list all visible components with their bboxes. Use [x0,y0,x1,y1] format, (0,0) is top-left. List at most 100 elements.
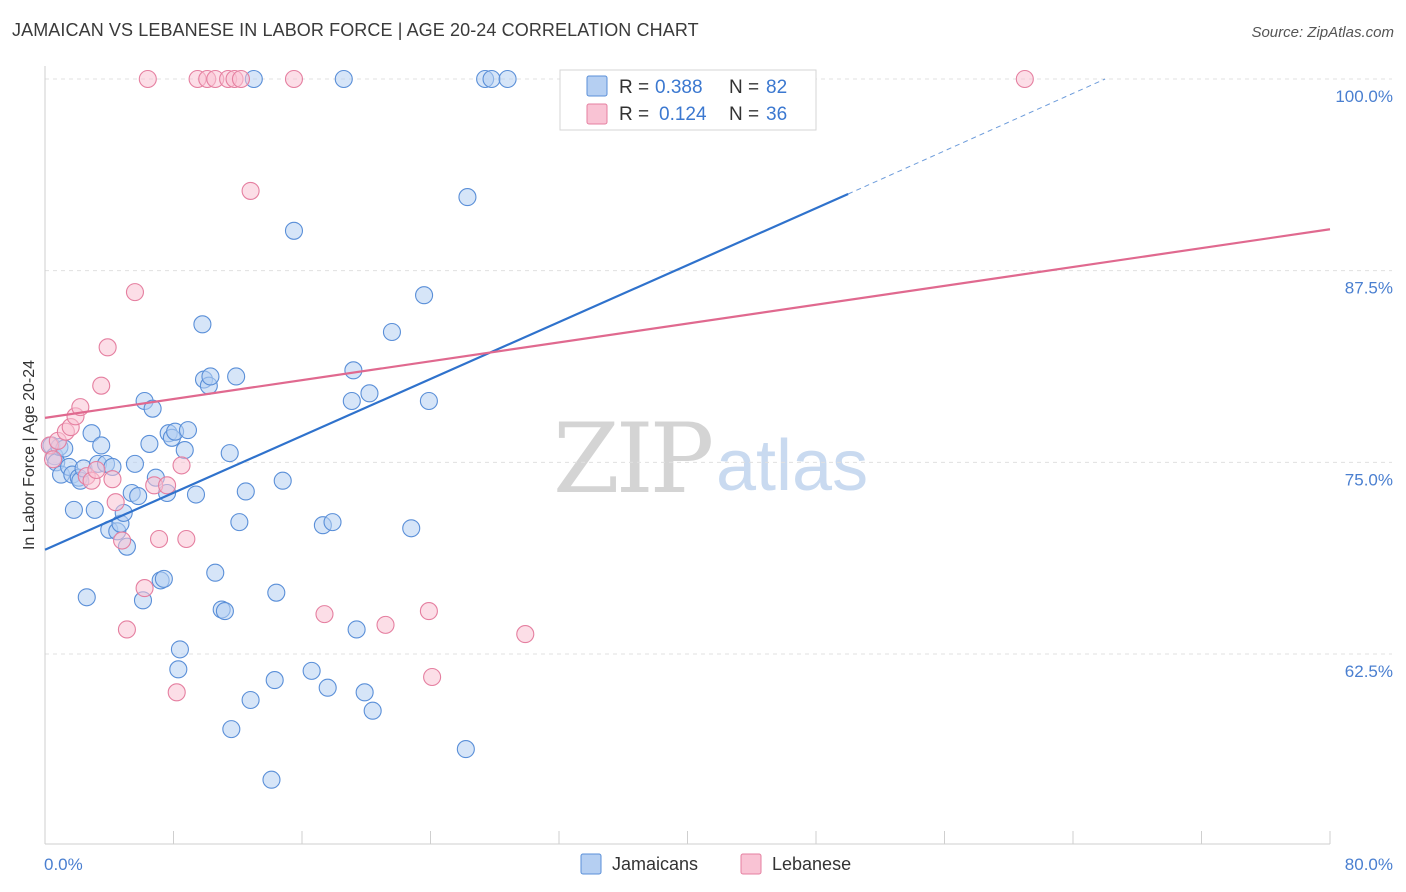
x-tick-label-max: 80.0% [1345,855,1393,874]
x-ticks [44,831,1331,844]
point-lebanese [241,181,260,200]
point-lebanese [103,470,122,489]
point-jamaicans [236,482,255,501]
chart-title: JAMAICAN VS LEBANESE IN LABOR FORCE | AG… [12,20,699,40]
point-jamaicans [347,620,366,639]
watermark-zip: ZIP [553,403,712,515]
point-jamaicans [154,569,173,588]
point-jamaicans [220,444,239,463]
point-lebanese [423,667,442,687]
legend: R = 0.388 N = 82 R = 0.124 N = 36 [559,69,817,131]
point-jamaicans [273,471,292,490]
point-jamaicans [262,770,281,789]
point-jamaicans [170,640,189,659]
point-lebanese [177,529,196,549]
point-jamaicans [129,487,148,506]
point-jamaicans [92,436,111,455]
point-jamaicans [230,513,249,532]
point-lebanese [135,579,154,598]
point-lebanese [158,476,177,495]
y-tick-label: 62.5% [1345,662,1393,681]
point-lebanese [106,493,125,512]
y-axis-label: In Labor Force | Age 20-24 [21,360,38,550]
point-jamaicans [85,500,104,519]
legend-n-label-jamaicans: N = [729,77,759,98]
point-jamaicans [140,434,159,453]
point-lebanese [231,69,251,89]
point-jamaicans [458,188,477,207]
point-jamaicans [318,678,337,697]
point-jamaicans [302,661,321,680]
point-jamaicans [186,485,206,504]
legend-r-value-jamaicans: 0.388 [655,77,703,98]
point-jamaicans [355,683,374,702]
y-tick-labels: 62.5% 75.0% 87.5% 100.0% [1335,87,1393,681]
y-tick-label: 87.5% [1345,279,1393,298]
bottom-legend: Jamaicans Lebanese [580,853,851,875]
x-tick-label-min: 0.0% [44,855,83,874]
point-jamaicans [265,671,284,690]
point-lebanese [125,283,144,302]
point-lebanese [315,605,334,624]
watermark-atlas: atlas [716,426,868,506]
point-lebanese [167,683,186,702]
point-jamaicans [215,602,234,621]
point-jamaicans [206,563,225,582]
point-lebanese [43,450,63,469]
point-jamaicans [382,322,402,342]
point-jamaicans [456,740,475,759]
watermark: ZIP atlas [553,403,868,515]
point-jamaicans [222,720,241,739]
point-lebanese [98,338,117,357]
point-jamaicans [415,286,434,305]
legend-n-value-jamaicans: 82 [766,77,787,98]
point-jamaicans [77,588,96,607]
point-jamaicans [344,361,363,380]
point-jamaicans [82,424,101,443]
point-jamaicans [169,660,188,679]
bottom-legend-swatch-jamaicans [580,853,602,875]
point-jamaicans [498,69,517,89]
point-lebanese [516,625,535,644]
point-lebanese [113,531,132,550]
point-lebanese [1015,69,1034,89]
trendline-extension-jamaicans [847,78,1106,195]
point-lebanese [284,69,304,89]
bottom-legend-label-lebanese: Lebanese [772,854,851,874]
point-jamaicans [284,221,304,240]
bottom-legend-label-jamaicans: Jamaicans [612,854,698,874]
legend-swatch-lebanese [586,103,608,125]
bottom-legend-swatch-lebanese [740,853,762,875]
point-jamaicans [241,690,260,710]
point-lebanese [138,69,157,89]
point-lebanese [419,602,438,621]
point-jamaicans [323,513,342,532]
point-jamaicans [360,384,379,403]
point-jamaicans [402,519,421,538]
point-jamaicans [419,391,438,411]
point-lebanese [172,456,191,475]
trendline-jamaicans [44,192,849,551]
point-lebanese [92,376,111,395]
point-jamaicans [175,441,194,460]
point-lebanese [376,615,395,634]
point-jamaicans [178,421,198,440]
point-jamaicans [267,583,286,602]
point-jamaicans [334,69,353,89]
point-lebanese [117,620,136,639]
point-lebanese [149,529,169,549]
point-jamaicans [227,367,246,386]
point-jamaicans [482,69,501,89]
source-label: Source: ZipAtlas.com [1251,24,1394,41]
legend-r-label-jamaicans: R = [619,77,649,98]
trendlines [44,78,1331,551]
y-tick-label: 100.0% [1335,87,1393,106]
point-jamaicans [193,315,212,334]
point-jamaicans [143,399,162,418]
scatter-points [40,69,1034,789]
point-lebanese [87,460,106,480]
legend-r-label-lebanese: R = [619,104,649,125]
legend-n-label-lebanese: N = [729,104,759,125]
legend-n-value-lebanese: 36 [766,104,787,125]
